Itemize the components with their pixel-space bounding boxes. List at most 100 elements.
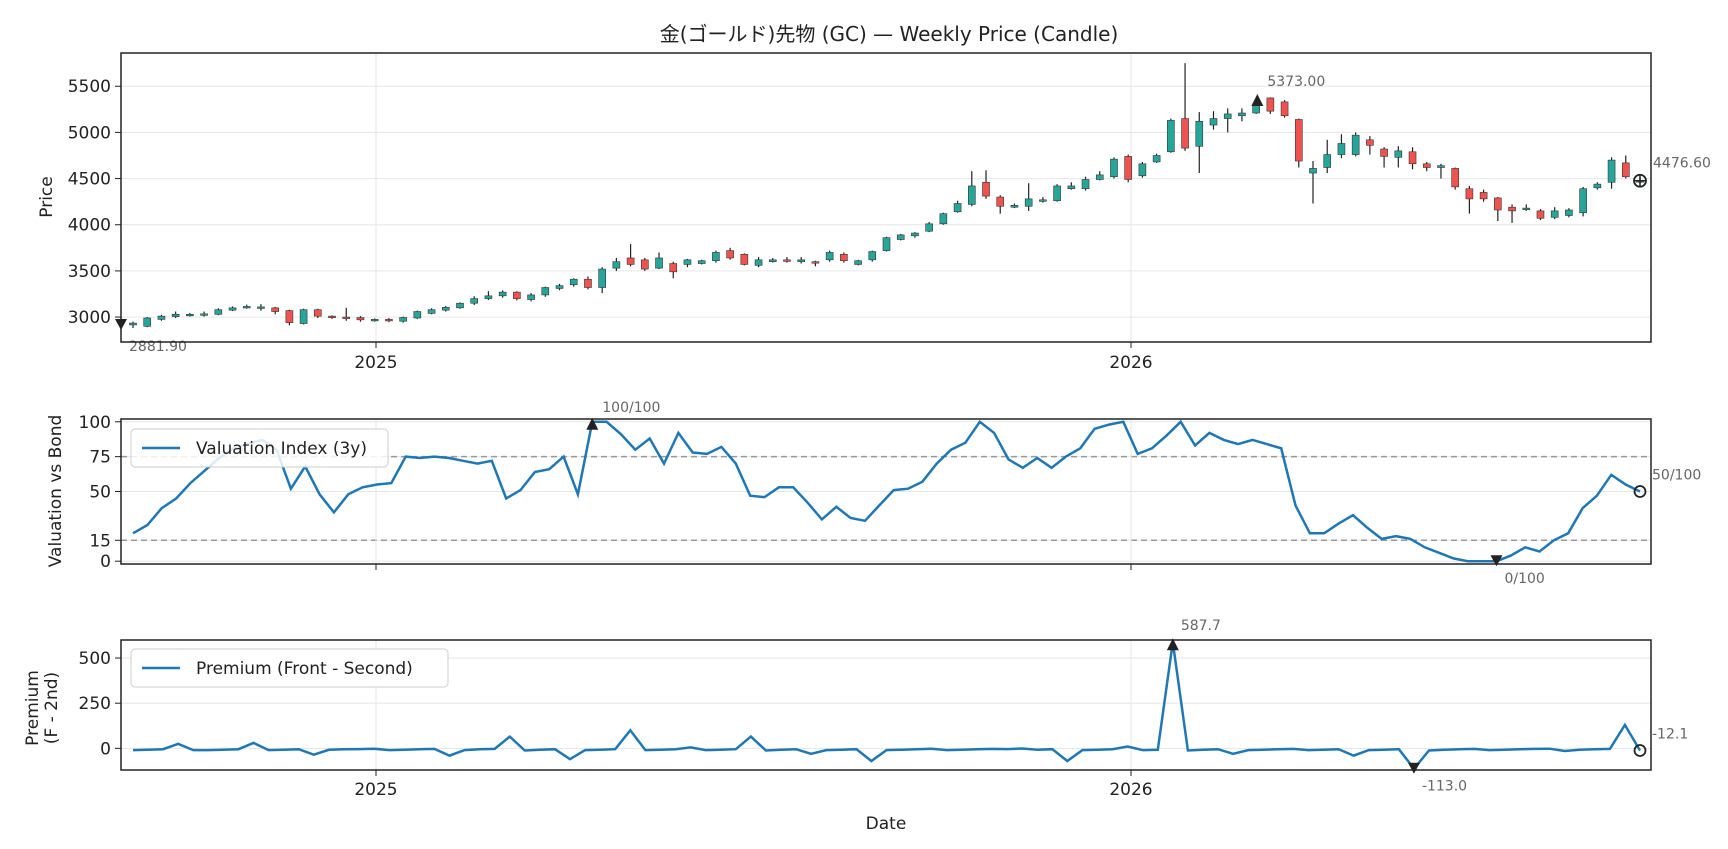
price-y-tick-label: 4500	[68, 170, 111, 190]
valuation-last-label: 50/100	[1652, 468, 1701, 484]
premium-axes-frame	[120, 639, 1652, 771]
premium-line	[132, 642, 1642, 771]
candle-up	[1223, 113, 1232, 119]
candle-up	[1095, 174, 1104, 180]
candle-down	[513, 291, 521, 299]
candle-up	[1522, 207, 1531, 210]
candle-up	[754, 259, 763, 266]
candle-up	[1024, 198, 1033, 207]
candle-up	[1579, 188, 1587, 214]
candle-down	[1380, 148, 1388, 157]
valuation-max-marker	[586, 417, 599, 430]
candle-down	[982, 181, 990, 197]
candle-down	[1621, 162, 1630, 178]
candle-up	[370, 319, 379, 322]
candle-up	[655, 257, 663, 269]
candle-up	[143, 317, 152, 327]
candle-down	[1422, 163, 1431, 168]
candle-up	[186, 314, 194, 317]
candle-up	[527, 294, 535, 300]
candle-up	[1238, 112, 1246, 117]
premium-legend: Premium (Front - Second)	[130, 648, 449, 688]
candle-down	[1366, 139, 1374, 146]
candle-up	[911, 232, 919, 237]
candle-up	[1152, 155, 1161, 163]
candle-down	[811, 261, 820, 264]
candle-down	[285, 310, 294, 323]
candle-down	[1294, 119, 1303, 162]
candle-up	[1081, 179, 1090, 190]
candle-up	[242, 306, 251, 309]
premium-min-label: -113.0	[1422, 779, 1467, 795]
valuation-y-tick-label: 100	[79, 413, 111, 433]
candle-up	[1167, 120, 1175, 153]
valuation-last-marker	[1633, 485, 1647, 498]
candle-up	[683, 259, 692, 265]
price-y-tick-label: 5000	[68, 123, 111, 143]
candle-up	[1437, 165, 1445, 168]
candle-down	[1124, 156, 1132, 180]
candle-up	[939, 213, 948, 225]
valuation-series	[132, 419, 1641, 563]
candle-up	[1138, 163, 1147, 177]
candle-down	[385, 319, 393, 322]
valuation-legend-label: Valuation Index (3y)	[196, 439, 367, 459]
candle-up	[712, 252, 720, 262]
premium-x-tick-label: 2026	[1109, 780, 1152, 800]
premium-min-marker	[1407, 762, 1420, 774]
x-axis-label: Date	[866, 814, 907, 834]
candle-up	[413, 311, 422, 319]
premium-last-marker	[1633, 744, 1647, 757]
candle-up	[171, 314, 180, 317]
candle-up	[1209, 118, 1218, 126]
price-x-tick-label: 2026	[1109, 353, 1152, 373]
candle-down	[356, 317, 365, 321]
price-min-label: 2881.90	[129, 339, 187, 355]
candle-up	[157, 315, 166, 320]
candle-up	[1309, 168, 1317, 174]
candle-up	[569, 278, 578, 286]
candle-up	[299, 309, 308, 324]
price-max-marker	[1251, 93, 1264, 106]
premium-series	[132, 642, 1642, 771]
valuation-min-label: 0/100	[1504, 571, 1544, 587]
price-x-ticks: 2025 2026	[354, 342, 1153, 373]
candle-down	[996, 196, 1005, 207]
candle-up	[1565, 209, 1573, 216]
candle-up	[598, 268, 606, 288]
premium-y-tick-label: 250	[79, 694, 111, 714]
candle-up	[1394, 150, 1403, 158]
premium-legend-label: Premium (Front - Second)	[196, 659, 413, 679]
candle-up	[200, 313, 208, 316]
price-candles	[129, 63, 1644, 328]
candle-down	[1465, 188, 1474, 200]
candle-up	[498, 291, 507, 297]
candle-up	[257, 306, 265, 309]
candle-down	[840, 253, 848, 262]
candle-up	[1351, 134, 1360, 155]
price-panel: 2881.90 5373.00 4476.60 3000 3500 4000 4500 50…	[37, 52, 1711, 373]
candle-down	[1479, 192, 1488, 200]
candle-up	[968, 185, 976, 205]
candle-up	[1593, 183, 1602, 189]
candle-down	[669, 263, 678, 273]
candle-down	[740, 253, 749, 265]
candle-up	[797, 259, 805, 262]
premium-legend-box	[130, 648, 449, 688]
candle-down	[1408, 151, 1417, 165]
candle-up	[697, 260, 706, 264]
candle-up	[427, 309, 436, 314]
premium-x-tick-label: 2025	[354, 780, 397, 800]
premium-annotations: 587.7 -113.0 -12.1	[1166, 618, 1688, 795]
valuation-panel: 100/100 0/100 50/100 015 50 75 100 Valuation …	[46, 400, 1701, 587]
candle-up	[882, 237, 891, 251]
price-y-tick-label: 3000	[68, 308, 111, 328]
candle-down	[1508, 206, 1516, 212]
candle-down	[1451, 168, 1459, 188]
premium-x-ticks: 2025 2026	[354, 770, 1153, 800]
candle-up	[1039, 199, 1047, 202]
candle-up	[825, 252, 834, 261]
candle-up	[1067, 185, 1076, 190]
price-y-ticks: 3000 3500 4000 4500 5000 5500	[68, 77, 121, 328]
